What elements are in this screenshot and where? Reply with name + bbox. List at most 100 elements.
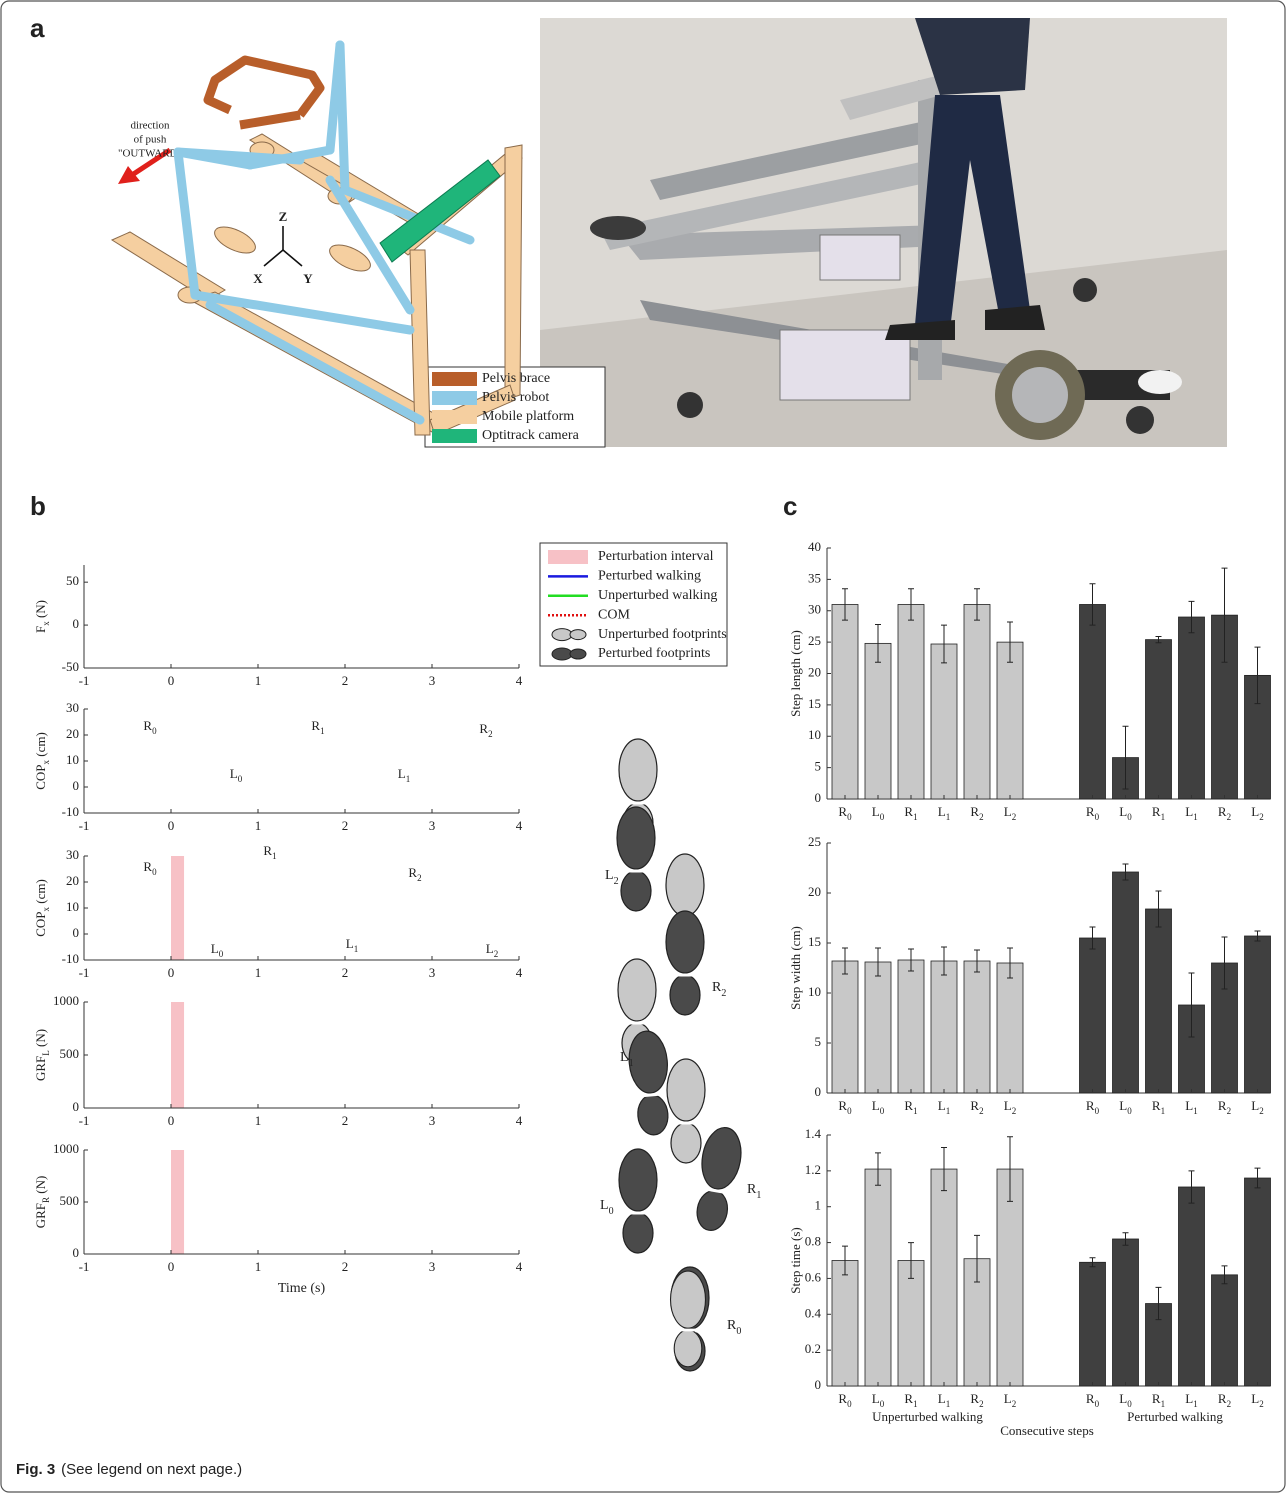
x-tick-label: 0 [168, 965, 175, 980]
y-tick-label: 0 [815, 790, 822, 805]
footprint [616, 806, 656, 912]
y-tick-label: 20 [808, 664, 821, 679]
error-bar [1155, 1286, 1162, 1321]
error-bar [908, 588, 914, 621]
bar [1079, 604, 1106, 800]
photo-machine [590, 70, 1182, 440]
legend-swatch [432, 391, 477, 405]
bar [996, 641, 1024, 800]
y-axis-label: Step length (cm) [788, 630, 803, 717]
y-axis-label: COPx (cm) [33, 732, 51, 790]
footprint-toe [701, 1126, 742, 1190]
text-part: (cm) [33, 879, 48, 907]
x-tick-label: L0 [872, 804, 885, 822]
push-arrow [118, 147, 172, 184]
text-part: 0 [880, 812, 885, 822]
y-tick-label: 5 [815, 1034, 822, 1049]
legend-swatch [432, 410, 477, 424]
caption-text: (See legend on next page.) [61, 1461, 242, 1478]
bar [831, 604, 859, 800]
text-part: 2 [979, 1106, 984, 1116]
bar [963, 960, 991, 1094]
footprint-label: R1 [747, 1182, 761, 1201]
error-bar [1089, 583, 1096, 626]
y-tick-label: 1000 [53, 1141, 79, 1156]
x-tick-label: -1 [79, 1259, 90, 1274]
legend-label: Perturbation interval [598, 549, 714, 564]
x-tick-label: L2 [1004, 1391, 1016, 1409]
push-label: of push [134, 134, 167, 146]
x-tick-label: L0 [1119, 804, 1132, 822]
robot-tube [335, 40, 350, 195]
x-tick-label: L2 [1004, 804, 1016, 822]
bar [1145, 639, 1172, 800]
x-tick-label: R0 [838, 804, 852, 822]
text-part: 1 [1193, 1399, 1198, 1409]
footprint-label: L0 [600, 1198, 614, 1217]
x-tick-label: 4 [516, 965, 523, 980]
y-tick-label: 50 [66, 573, 79, 588]
robot-tube [340, 185, 475, 245]
text-part: 2 [1012, 1399, 1017, 1409]
y-axis-label: COPx (cm) [33, 879, 51, 937]
footprint-toe [617, 958, 657, 1022]
legend-swatch [432, 372, 477, 386]
perturbation-interval [171, 1002, 185, 1108]
platform-part [504, 144, 523, 401]
x-tick-label: R0 [838, 1391, 852, 1409]
text-part: 1 [913, 1399, 918, 1409]
text-part: L [41, 1050, 51, 1056]
y-tick-label: 30 [66, 847, 79, 862]
text-part: L [872, 804, 880, 819]
text-part: R [143, 718, 152, 733]
text-part: x [41, 907, 51, 912]
x-tick-label: L2 [1004, 1098, 1016, 1116]
text-part: R [712, 980, 722, 995]
text-part: R [1086, 1391, 1095, 1406]
x-tick-label: -1 [79, 1113, 90, 1128]
text-part: R [838, 804, 847, 819]
y-tick-label: 20 [66, 873, 79, 888]
x-tick-label: R2 [970, 1098, 983, 1116]
x-tick-label: -1 [79, 818, 90, 833]
text-part: 2 [488, 729, 493, 739]
error-bar [875, 1152, 881, 1186]
text-part: 0 [152, 867, 157, 877]
x-tick-label: L1 [1185, 804, 1197, 822]
text-part: 0 [880, 1106, 885, 1116]
bar [831, 1260, 859, 1387]
foot-model [214, 226, 256, 254]
text-part: L [230, 766, 238, 781]
x-tick-label: R1 [1152, 1391, 1165, 1409]
x-axis-label: Time (s) [278, 1281, 326, 1296]
text-part: L [605, 868, 614, 883]
peak-label: L1 [398, 766, 410, 784]
text-part: 1 [1161, 1399, 1166, 1409]
x-tick-label: L0 [872, 1391, 885, 1409]
x-tick-label: 2 [342, 818, 349, 833]
text-part: 0 [1095, 1106, 1100, 1116]
caption: Fig. 3 (See legend on next page.) [16, 1461, 242, 1478]
push-label: "OUTWARD" [118, 148, 182, 160]
text-part: L [398, 766, 406, 781]
x-tick-label: R1 [904, 804, 917, 822]
footprint-toe [618, 1148, 658, 1212]
legend-label: COM [598, 607, 630, 622]
y-tick-label: 0 [73, 1245, 80, 1260]
footprint-toe [665, 910, 705, 974]
text-part: GRF [33, 1203, 48, 1228]
error-bar [1188, 1170, 1195, 1204]
y-axis-label: GRFL (N) [33, 1029, 51, 1081]
x-tick-label: 0 [168, 1259, 175, 1274]
text-part: L [938, 1391, 946, 1406]
text-part: L [1119, 1391, 1127, 1406]
y-tick-label: 1000 [53, 993, 79, 1008]
error-bar [875, 624, 881, 663]
text-part: 1 [913, 1106, 918, 1116]
robot-tube [173, 147, 200, 300]
text-part: L [938, 1098, 946, 1113]
error-bar [1254, 646, 1261, 705]
x-tick-label: 0 [168, 673, 175, 688]
bar [1079, 937, 1106, 1094]
footprint [669, 1270, 707, 1368]
